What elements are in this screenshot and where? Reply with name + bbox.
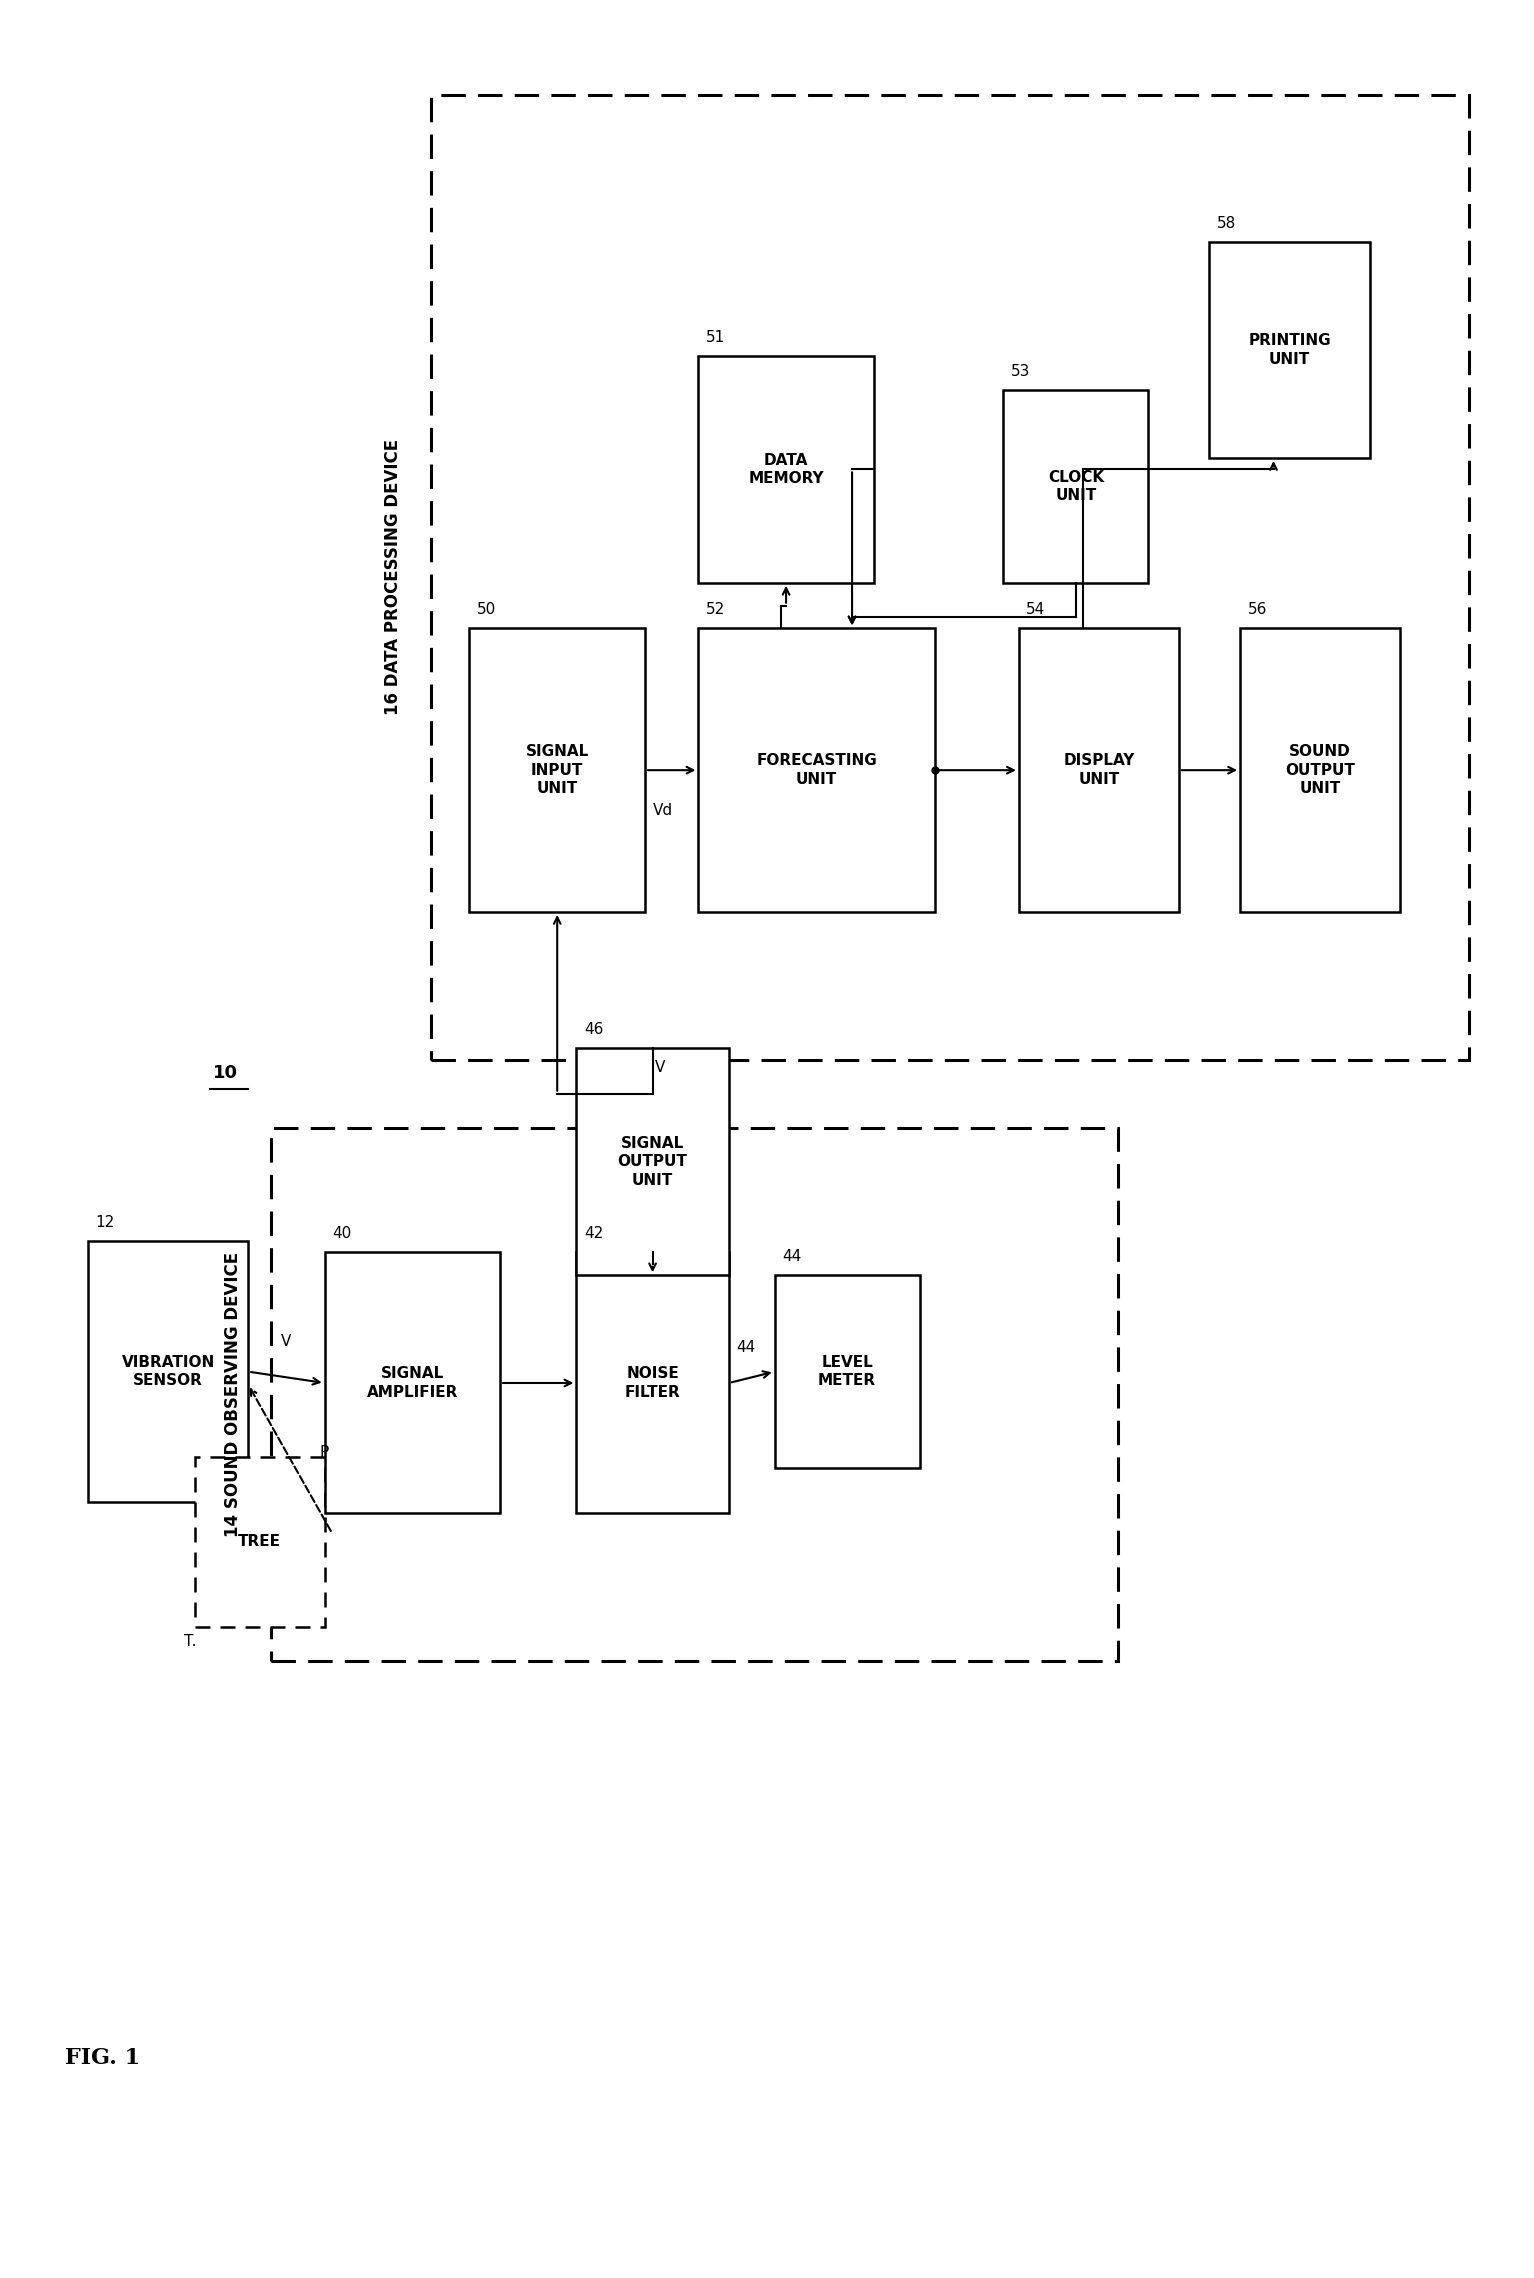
Text: DATA
MEMORY: DATA MEMORY (749, 453, 824, 485)
Text: 52: 52 (706, 601, 726, 617)
Text: V: V (655, 1062, 666, 1075)
Bar (698, 355, 874, 583)
Bar (1209, 241, 1370, 458)
Bar (698, 629, 934, 911)
Bar (272, 1128, 1118, 1661)
Text: TREE: TREE (238, 1535, 281, 1549)
Bar (577, 1253, 729, 1513)
Bar (577, 1048, 729, 1276)
Bar (469, 629, 644, 911)
Text: CLOCK
UNIT: CLOCK UNIT (1048, 469, 1104, 503)
Bar (1003, 390, 1149, 583)
Text: 12: 12 (95, 1214, 115, 1230)
Text: NOISE
FILTER: NOISE FILTER (624, 1367, 681, 1399)
Text: 54: 54 (1026, 601, 1046, 617)
Bar (775, 1276, 919, 1467)
Text: 53: 53 (1011, 364, 1031, 378)
Text: 42: 42 (584, 1226, 603, 1242)
Text: 50: 50 (477, 601, 497, 617)
Bar (1019, 629, 1180, 911)
Text: 14 SOUND OBSERVING DEVICE: 14 SOUND OBSERVING DEVICE (224, 1253, 242, 1538)
Text: SOUND
OUTPUT
UNIT: SOUND OUTPUT UNIT (1285, 745, 1355, 797)
Text: V: V (281, 1335, 291, 1349)
Bar (431, 96, 1470, 1059)
Text: 44: 44 (782, 1248, 801, 1264)
Text: 16 DATA PROCESSING DEVICE: 16 DATA PROCESSING DEVICE (384, 440, 402, 715)
Text: VIBRATION
SENSOR: VIBRATION SENSOR (121, 1355, 215, 1387)
Text: 10: 10 (213, 1064, 238, 1082)
Text: LEVEL
METER: LEVEL METER (818, 1355, 876, 1387)
Text: SIGNAL
INPUT
UNIT: SIGNAL INPUT UNIT (526, 745, 589, 797)
Text: FORECASTING
UNIT: FORECASTING UNIT (756, 754, 877, 786)
Text: Vd: Vd (652, 804, 673, 818)
Text: FIG. 1: FIG. 1 (64, 2048, 140, 2068)
Bar (87, 1242, 249, 1501)
Text: P: P (321, 1444, 330, 1460)
Text: PRINTING
UNIT: PRINTING UNIT (1249, 333, 1332, 367)
Text: SIGNAL
AMPLIFIER: SIGNAL AMPLIFIER (367, 1367, 459, 1399)
Text: 58: 58 (1216, 216, 1236, 230)
Text: 40: 40 (333, 1226, 351, 1242)
Bar (195, 1456, 325, 1626)
Text: 46: 46 (584, 1023, 603, 1036)
Text: 56: 56 (1247, 601, 1267, 617)
Bar (325, 1253, 500, 1513)
Bar (1239, 629, 1401, 911)
Text: DISPLAY
UNIT: DISPLAY UNIT (1063, 754, 1135, 786)
Text: 51: 51 (706, 330, 726, 344)
Text: T.: T. (184, 1633, 196, 1649)
Text: 44: 44 (736, 1339, 756, 1355)
Text: SIGNAL
OUTPUT
UNIT: SIGNAL OUTPUT UNIT (618, 1137, 687, 1187)
